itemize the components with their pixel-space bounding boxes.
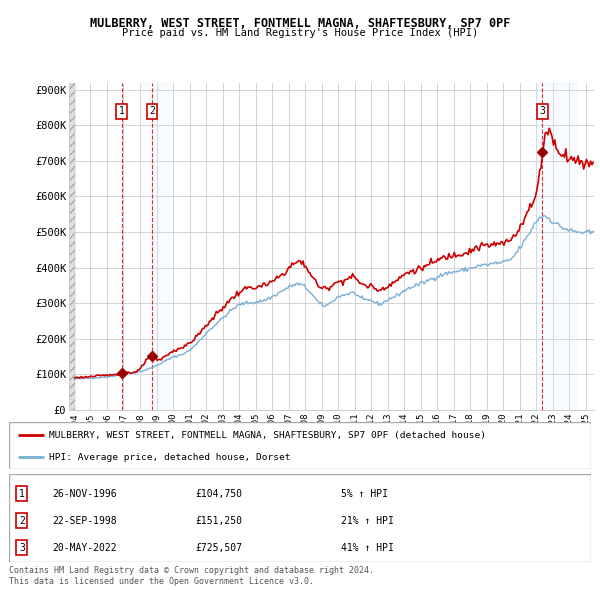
- Text: £151,250: £151,250: [195, 516, 242, 526]
- Text: 3: 3: [539, 106, 545, 116]
- Text: HPI: Average price, detached house, Dorset: HPI: Average price, detached house, Dors…: [49, 453, 290, 462]
- Text: 41% ↑ HPI: 41% ↑ HPI: [341, 543, 394, 553]
- Text: 1: 1: [119, 106, 125, 116]
- Text: 20-MAY-2022: 20-MAY-2022: [53, 543, 117, 553]
- Bar: [536, 83, 577, 410]
- Text: 5% ↑ HPI: 5% ↑ HPI: [341, 489, 388, 499]
- Text: MULBERRY, WEST STREET, FONTMELL MAGNA, SHAFTESBURY, SP7 0PF: MULBERRY, WEST STREET, FONTMELL MAGNA, S…: [90, 17, 510, 30]
- Text: 26-NOV-1996: 26-NOV-1996: [53, 489, 117, 499]
- Text: This data is licensed under the Open Government Licence v3.0.: This data is licensed under the Open Gov…: [9, 577, 314, 586]
- Text: 22-SEP-1998: 22-SEP-1998: [53, 516, 117, 526]
- Text: Contains HM Land Registry data © Crown copyright and database right 2024.: Contains HM Land Registry data © Crown c…: [9, 566, 374, 575]
- Text: £725,507: £725,507: [195, 543, 242, 553]
- Bar: [140, 83, 169, 410]
- Text: 3: 3: [19, 543, 25, 553]
- Text: 2: 2: [149, 106, 155, 116]
- Text: 21% ↑ HPI: 21% ↑ HPI: [341, 516, 394, 526]
- Text: 1: 1: [19, 489, 25, 499]
- Text: £104,750: £104,750: [195, 489, 242, 499]
- Text: MULBERRY, WEST STREET, FONTMELL MAGNA, SHAFTESBURY, SP7 0PF (detached house): MULBERRY, WEST STREET, FONTMELL MAGNA, S…: [49, 431, 485, 440]
- Text: Price paid vs. HM Land Registry's House Price Index (HPI): Price paid vs. HM Land Registry's House …: [122, 28, 478, 38]
- Text: 2: 2: [19, 516, 25, 526]
